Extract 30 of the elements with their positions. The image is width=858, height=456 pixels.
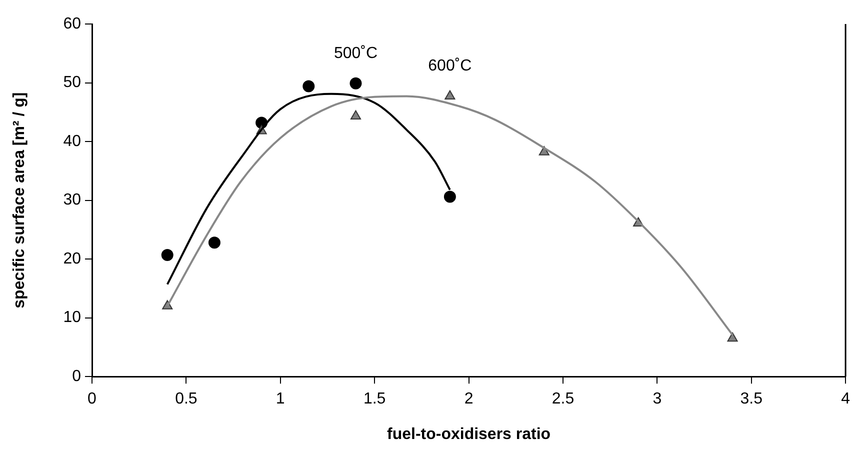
- y-tick-label: 20: [63, 250, 82, 268]
- x-tick-label: 0.5: [175, 390, 198, 408]
- x-axis-title: fuel-to-oxidisers ratio: [386, 426, 551, 443]
- x-tick-label: 3.5: [740, 390, 763, 408]
- x-tick-label: 4: [841, 390, 850, 408]
- point: [538, 146, 550, 156]
- y-tick-label: 50: [63, 74, 82, 92]
- x-tick-label: 2: [464, 390, 474, 408]
- y-tick-label: 40: [63, 132, 82, 150]
- point: [161, 248, 174, 261]
- point: [727, 332, 738, 342]
- point: [162, 300, 173, 310]
- point: [444, 190, 456, 203]
- x-tick-label: 3: [652, 390, 662, 408]
- series-label: 600˚C: [428, 58, 472, 75]
- y-tick-label: 30: [63, 192, 82, 209]
- y-tick-label: 60: [63, 15, 82, 32]
- y-axis-title: specific surface area [m² / g]: [11, 92, 28, 308]
- x-tick-label: 1: [276, 390, 285, 408]
- point: [350, 77, 362, 90]
- x-tick-label: 0: [88, 390, 97, 408]
- point: [444, 90, 456, 100]
- series-label: 500˚C: [334, 44, 378, 62]
- x-tick-label: 2.5: [552, 390, 574, 408]
- point: [302, 80, 315, 92]
- x-tick-label: 1.5: [363, 390, 386, 408]
- point: [350, 110, 362, 120]
- y-tick-label: 0: [72, 368, 82, 386]
- y-tick-label: 10: [63, 309, 82, 326]
- point: [208, 236, 220, 249]
